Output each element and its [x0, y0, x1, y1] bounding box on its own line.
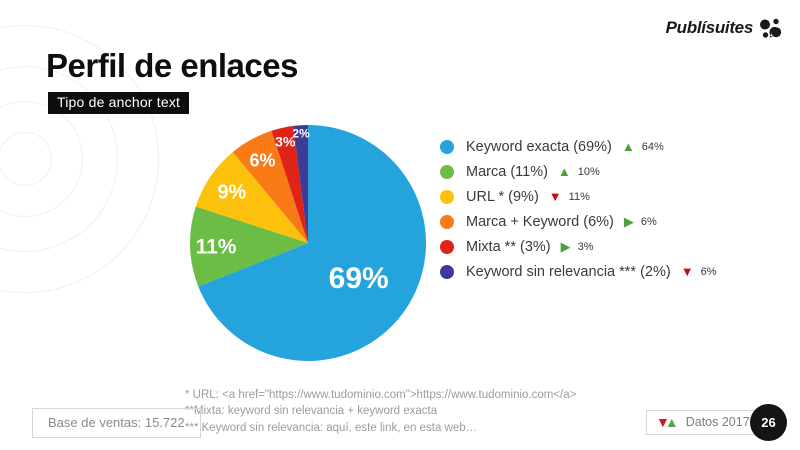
trend-up-icon: ▲ — [557, 164, 571, 179]
pie-slice-label: 6% — [249, 151, 275, 171]
brand-logo-text: Publísuites — [665, 18, 754, 37]
publisuites-dots-icon — [760, 18, 782, 38]
legend-delta-value: 3% — [577, 240, 594, 253]
pie-slice — [293, 125, 308, 243]
pie-chart-container: 69% 11% 9% 6% 3% 2% — [189, 124, 427, 362]
legend-item: Mixta ** (3%) ▶ 3% — [440, 238, 716, 255]
pie-slice-label: 69% — [329, 262, 389, 295]
legend-delta-value: 11% — [568, 190, 590, 203]
pie-slice — [195, 152, 308, 243]
legend-item: Keyword exacta (69%) ▲ 64% — [440, 138, 716, 155]
footnote-line: *** Keyword sin relevancia: aquí, este l… — [185, 421, 478, 434]
legend-label: Marca (11%) — [466, 163, 548, 180]
datos-2017-box: ▼ ▲ Datos 2017 — [646, 410, 762, 435]
pie-slice — [198, 125, 427, 361]
footnote-line: * URL: <a href="https://www.tudominio.co… — [185, 389, 577, 401]
footnotes: * URL: <a href="https://www.tudominio.co… — [185, 387, 576, 436]
pie-slice-label: 2% — [292, 127, 310, 141]
subtitle-badge: Tipo de anchor text — [48, 92, 190, 114]
base-ventas-box: Base de ventas: 15.722 — [32, 408, 201, 438]
legend-delta-value: 64% — [641, 140, 664, 153]
pie-slice — [190, 206, 308, 287]
page-number-badge: 26 — [750, 404, 787, 441]
legend-color-dot — [440, 164, 454, 179]
legend-item: URL * (9%) ▼ 11% — [440, 188, 716, 205]
down-triangle-icon: ▼ — [656, 414, 670, 430]
legend-delta-value: 6% — [640, 215, 657, 228]
pie-slice — [232, 130, 308, 243]
legend-item: Keyword sin relevancia *** (2%) ▼ 6% — [440, 263, 717, 280]
legend-label: Keyword sin relevancia *** (2%) — [466, 263, 671, 280]
trend-down-icon: ▼ — [548, 189, 562, 204]
legend-color-dot — [440, 239, 454, 254]
pie-slice-label: 11% — [196, 235, 237, 258]
legend-item: Marca + Keyword (6%) ▶ 6% — [440, 213, 716, 230]
up-triangle-icon: ▲ — [664, 414, 679, 430]
page-number: 26 — [761, 415, 776, 430]
legend-label: URL * (9%) — [466, 188, 539, 205]
trend-right-icon: ▶ — [560, 239, 571, 254]
legend-color-dot — [440, 189, 454, 204]
legend-color-dot — [440, 214, 454, 229]
base-ventas-label: Base de ventas: 15.722 — [48, 415, 185, 430]
legend-color-dot — [440, 264, 454, 279]
legend-delta-value: 10% — [577, 165, 600, 178]
datos-2017-label: Datos 2017 — [685, 415, 750, 429]
legend-item: Marca (11%) ▲ 10% — [440, 163, 716, 180]
legend-label: Marca + Keyword (6%) — [466, 213, 614, 230]
brand-logo: Publísuites — [666, 15, 782, 41]
footnote-line: **Mixta: keyword sin relevancia + keywor… — [185, 405, 438, 418]
pie-slice-label: 9% — [217, 181, 246, 203]
legend-label: Keyword exacta (69%) — [466, 138, 612, 155]
pie-chart: 69% 11% 9%6%3%2% — [190, 125, 427, 361]
legend-delta-value: 6% — [700, 265, 717, 278]
legend-label: Mixta ** (3%) — [466, 238, 551, 255]
legend-color-dot — [440, 139, 454, 154]
chart-legend: Keyword exacta (69%) ▲ 64% Marca (11%) ▲ 10% U… — [440, 139, 716, 289]
trend-down-icon: ▼ — [680, 264, 694, 279]
trend-up-icon: ▲ — [621, 139, 635, 154]
pie-slice-label: 3% — [275, 134, 296, 150]
trend-right-icon: ▶ — [623, 214, 634, 229]
pie-slice — [271, 125, 308, 243]
page-title: Perfil de enlaces — [46, 47, 298, 84]
